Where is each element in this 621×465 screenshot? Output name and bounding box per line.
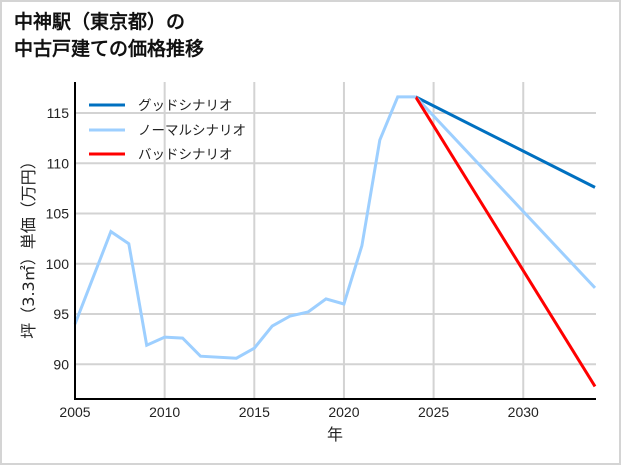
y-tick: 95 bbox=[53, 306, 69, 322]
y-tick: 105 bbox=[46, 206, 70, 222]
legend-label-bad: バッドシナリオ bbox=[138, 147, 233, 163]
chart-title-line1: 中神駅（東京都）の bbox=[14, 11, 186, 33]
x-tick: 2025 bbox=[418, 404, 449, 420]
series-line-2 bbox=[414, 95, 597, 289]
series-line-3 bbox=[414, 96, 597, 388]
x-axis-label: 年 bbox=[327, 425, 343, 444]
y-axis-label: 坪（3.3㎡）単価（万円） bbox=[19, 153, 38, 338]
x-tick: 2010 bbox=[149, 404, 180, 420]
chart-title: 中神駅（東京都）の 中古戸建ての価格推移 bbox=[14, 9, 204, 63]
y-tick-labels: 90 95 100 105 110 115 bbox=[46, 105, 70, 372]
legend-item-good: グッドシナリオ bbox=[89, 98, 233, 114]
grid-lines bbox=[75, 82, 596, 399]
y-tick: 115 bbox=[47, 105, 70, 121]
axes bbox=[74, 82, 596, 400]
x-tick: 2015 bbox=[239, 404, 270, 420]
x-tick: 2020 bbox=[328, 404, 359, 420]
series-line-0 bbox=[73, 95, 416, 360]
x-tick: 2005 bbox=[59, 404, 90, 420]
y-tick: 110 bbox=[47, 155, 70, 171]
x-tick-labels: 2005 2010 2015 2020 2025 2030 bbox=[59, 404, 539, 420]
chart-title-line2: 中古戸建ての価格推移 bbox=[14, 38, 205, 60]
legend-item-bad: バッドシナリオ bbox=[89, 147, 233, 163]
y-tick: 90 bbox=[53, 356, 69, 372]
series-line-1 bbox=[415, 95, 596, 189]
data-series bbox=[73, 95, 597, 388]
legend-label-normal: ノーマルシナリオ bbox=[138, 123, 246, 139]
legend: グッドシナリオ ノーマルシナリオ バッドシナリオ bbox=[89, 98, 246, 163]
x-tick: 2030 bbox=[508, 404, 539, 420]
y-tick: 100 bbox=[46, 256, 70, 272]
legend-item-normal: ノーマルシナリオ bbox=[89, 123, 246, 139]
legend-label-good: グッドシナリオ bbox=[138, 98, 233, 114]
